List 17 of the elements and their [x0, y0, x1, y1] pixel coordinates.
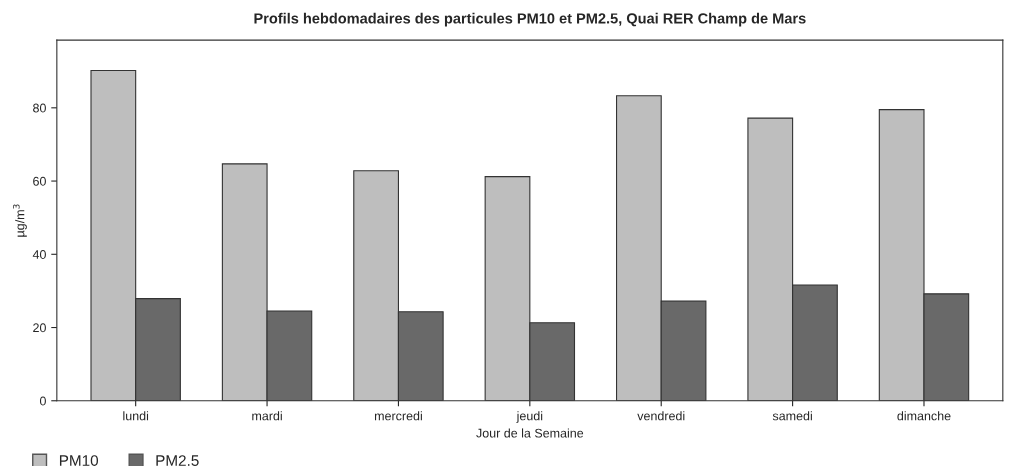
x-tick-label: mercredi: [374, 411, 422, 421]
y-tick-label: 80: [33, 103, 46, 113]
legend-label: PM10: [59, 455, 99, 466]
y-axis-title: µg/m$^{3}$: [12, 204, 27, 237]
y-tick-label: 0: [39, 396, 46, 406]
x-tick-label: dimanche: [897, 411, 951, 421]
y-tick-label: 40: [32, 250, 46, 259]
x-tick-label: samedi: [772, 411, 812, 421]
x-tick-label: mardi: [252, 411, 282, 421]
y-tick-label: 20: [33, 323, 46, 333]
legend-label: PM2.5: [156, 455, 199, 466]
chart-title: Profils hebdomadaires des particules PM10 et PM2.5, Quai RER Champ de Mars: [254, 12, 806, 27]
y-tick-label: 60: [33, 176, 46, 186]
x-tick-label: jeudi: [516, 411, 543, 423]
x-axis-title: Jour de la Semaine: [476, 428, 584, 438]
x-tick-label: vendredi: [637, 411, 685, 421]
x-tick-label: lundi: [123, 411, 149, 421]
